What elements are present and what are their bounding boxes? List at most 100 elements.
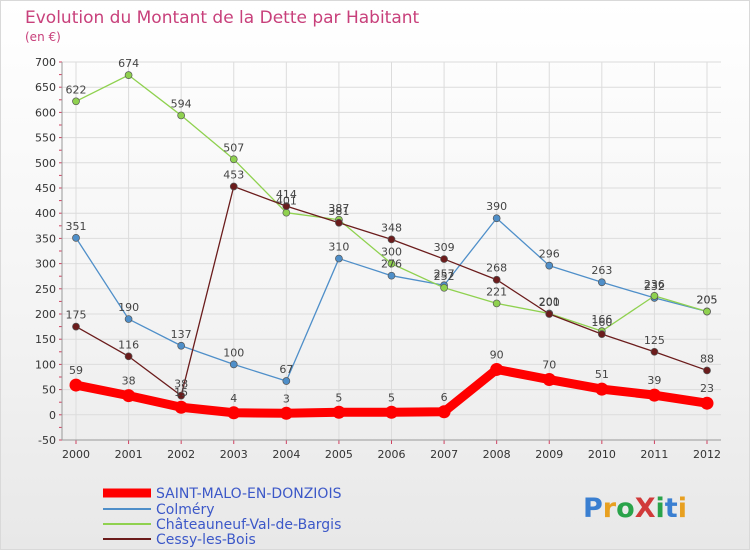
chart-title: Evolution du Montant de la Dette par Hab… bbox=[25, 8, 420, 28]
data-point bbox=[597, 330, 606, 339]
data-point bbox=[387, 271, 396, 280]
y-tick-label: 200 bbox=[35, 308, 56, 321]
proxiti-logo: ProXiti bbox=[583, 493, 687, 524]
data-point bbox=[335, 218, 343, 227]
data-label: 221 bbox=[486, 285, 507, 298]
data-point bbox=[124, 71, 133, 79]
y-tick-label: 0 bbox=[49, 409, 56, 422]
data-label: 190 bbox=[118, 301, 139, 314]
data-point bbox=[703, 307, 711, 316]
data-point bbox=[229, 182, 238, 191]
data-label: 296 bbox=[539, 248, 560, 261]
y-tick-label: 400 bbox=[35, 207, 56, 220]
x-tick-label: 2005 bbox=[325, 448, 353, 461]
logo-letter: r bbox=[603, 493, 617, 524]
data-label: 23 bbox=[700, 382, 714, 395]
data-point bbox=[177, 111, 186, 120]
data-label: 5 bbox=[335, 391, 342, 404]
data-point bbox=[387, 235, 396, 244]
logo-text: ProXiti bbox=[583, 493, 687, 524]
x-tick-label: 2002 bbox=[167, 448, 195, 461]
data-point bbox=[177, 391, 186, 400]
y-tick-label: 100 bbox=[35, 358, 56, 371]
x-tick-label: 2012 bbox=[693, 448, 721, 461]
x-tick-label: 2001 bbox=[115, 448, 143, 461]
y-tick-label: 500 bbox=[35, 157, 56, 170]
data-label: 67 bbox=[279, 363, 293, 376]
data-label: 401 bbox=[276, 195, 297, 208]
data-label: 70 bbox=[542, 359, 556, 372]
data-label: 205 bbox=[697, 293, 718, 306]
data-point bbox=[650, 292, 659, 300]
data-point bbox=[440, 255, 448, 263]
data-label: 88 bbox=[700, 352, 714, 365]
y-tick-label: -50 bbox=[38, 434, 56, 447]
data-label: 257 bbox=[434, 267, 455, 280]
data-label: 381 bbox=[328, 205, 349, 218]
data-label: 38 bbox=[174, 378, 188, 391]
data-label: 387 bbox=[328, 202, 349, 215]
data-point bbox=[545, 310, 554, 318]
data-point bbox=[72, 322, 80, 331]
data-label: 309 bbox=[434, 241, 455, 254]
data-label: 263 bbox=[591, 264, 612, 277]
y-tick-label: 300 bbox=[35, 258, 56, 271]
data-label: 166 bbox=[591, 313, 612, 326]
y-tick-label: 700 bbox=[35, 56, 56, 69]
data-point bbox=[437, 405, 451, 419]
data-point bbox=[229, 360, 238, 369]
data-point bbox=[492, 299, 501, 308]
x-tick-label: 2006 bbox=[378, 448, 406, 461]
data-point bbox=[703, 366, 711, 375]
data-point bbox=[387, 259, 396, 268]
data-label: 232 bbox=[644, 280, 665, 293]
data-label: 453 bbox=[223, 168, 244, 181]
data-label: 201 bbox=[539, 295, 560, 308]
logo-letter: o bbox=[616, 493, 635, 524]
logo-letter: i bbox=[678, 493, 687, 524]
logo-letter: P bbox=[583, 493, 603, 524]
data-point bbox=[542, 373, 556, 387]
data-label: 300 bbox=[381, 246, 402, 259]
y-tick-label: 350 bbox=[35, 232, 56, 245]
data-point bbox=[700, 396, 714, 410]
y-tick-label: 450 bbox=[35, 182, 56, 195]
y-tick-label: 600 bbox=[35, 106, 56, 119]
data-label: 6 bbox=[441, 391, 448, 404]
data-label: 205 bbox=[697, 293, 718, 306]
logo-letter: t bbox=[665, 493, 678, 524]
data-point bbox=[124, 315, 133, 323]
data-point bbox=[279, 406, 293, 420]
data-point bbox=[440, 283, 448, 292]
y-tick-label: 150 bbox=[35, 333, 56, 346]
data-label: 622 bbox=[66, 83, 87, 96]
data-point bbox=[335, 254, 343, 263]
data-point bbox=[282, 202, 291, 210]
data-label: 100 bbox=[223, 346, 244, 359]
data-point bbox=[124, 352, 133, 361]
data-point bbox=[385, 405, 398, 419]
data-point bbox=[597, 278, 606, 287]
data-point bbox=[492, 214, 501, 223]
data-label: 5 bbox=[388, 391, 395, 404]
data-point bbox=[595, 382, 609, 396]
x-tick-label: 2010 bbox=[588, 448, 616, 461]
x-tick-label: 2004 bbox=[272, 448, 300, 461]
data-label: 90 bbox=[490, 348, 504, 361]
data-label: 59 bbox=[69, 364, 83, 377]
y-tick-label: 550 bbox=[35, 132, 56, 145]
legend-label: Cessy-les-Bois bbox=[156, 532, 256, 548]
y-tick-label: 50 bbox=[42, 384, 56, 397]
data-label: 116 bbox=[118, 338, 139, 351]
legend-label: SAINT-MALO-EN-DONZIOIS bbox=[156, 486, 342, 502]
data-point bbox=[122, 389, 136, 403]
data-label: 268 bbox=[486, 262, 507, 275]
logo-letter: X bbox=[635, 493, 656, 524]
legend: SAINT-MALO-EN-DONZIOISColméryChâteauneuf… bbox=[103, 486, 342, 548]
data-label: 390 bbox=[486, 200, 507, 213]
data-label: 594 bbox=[171, 97, 192, 110]
data-point bbox=[72, 234, 80, 242]
